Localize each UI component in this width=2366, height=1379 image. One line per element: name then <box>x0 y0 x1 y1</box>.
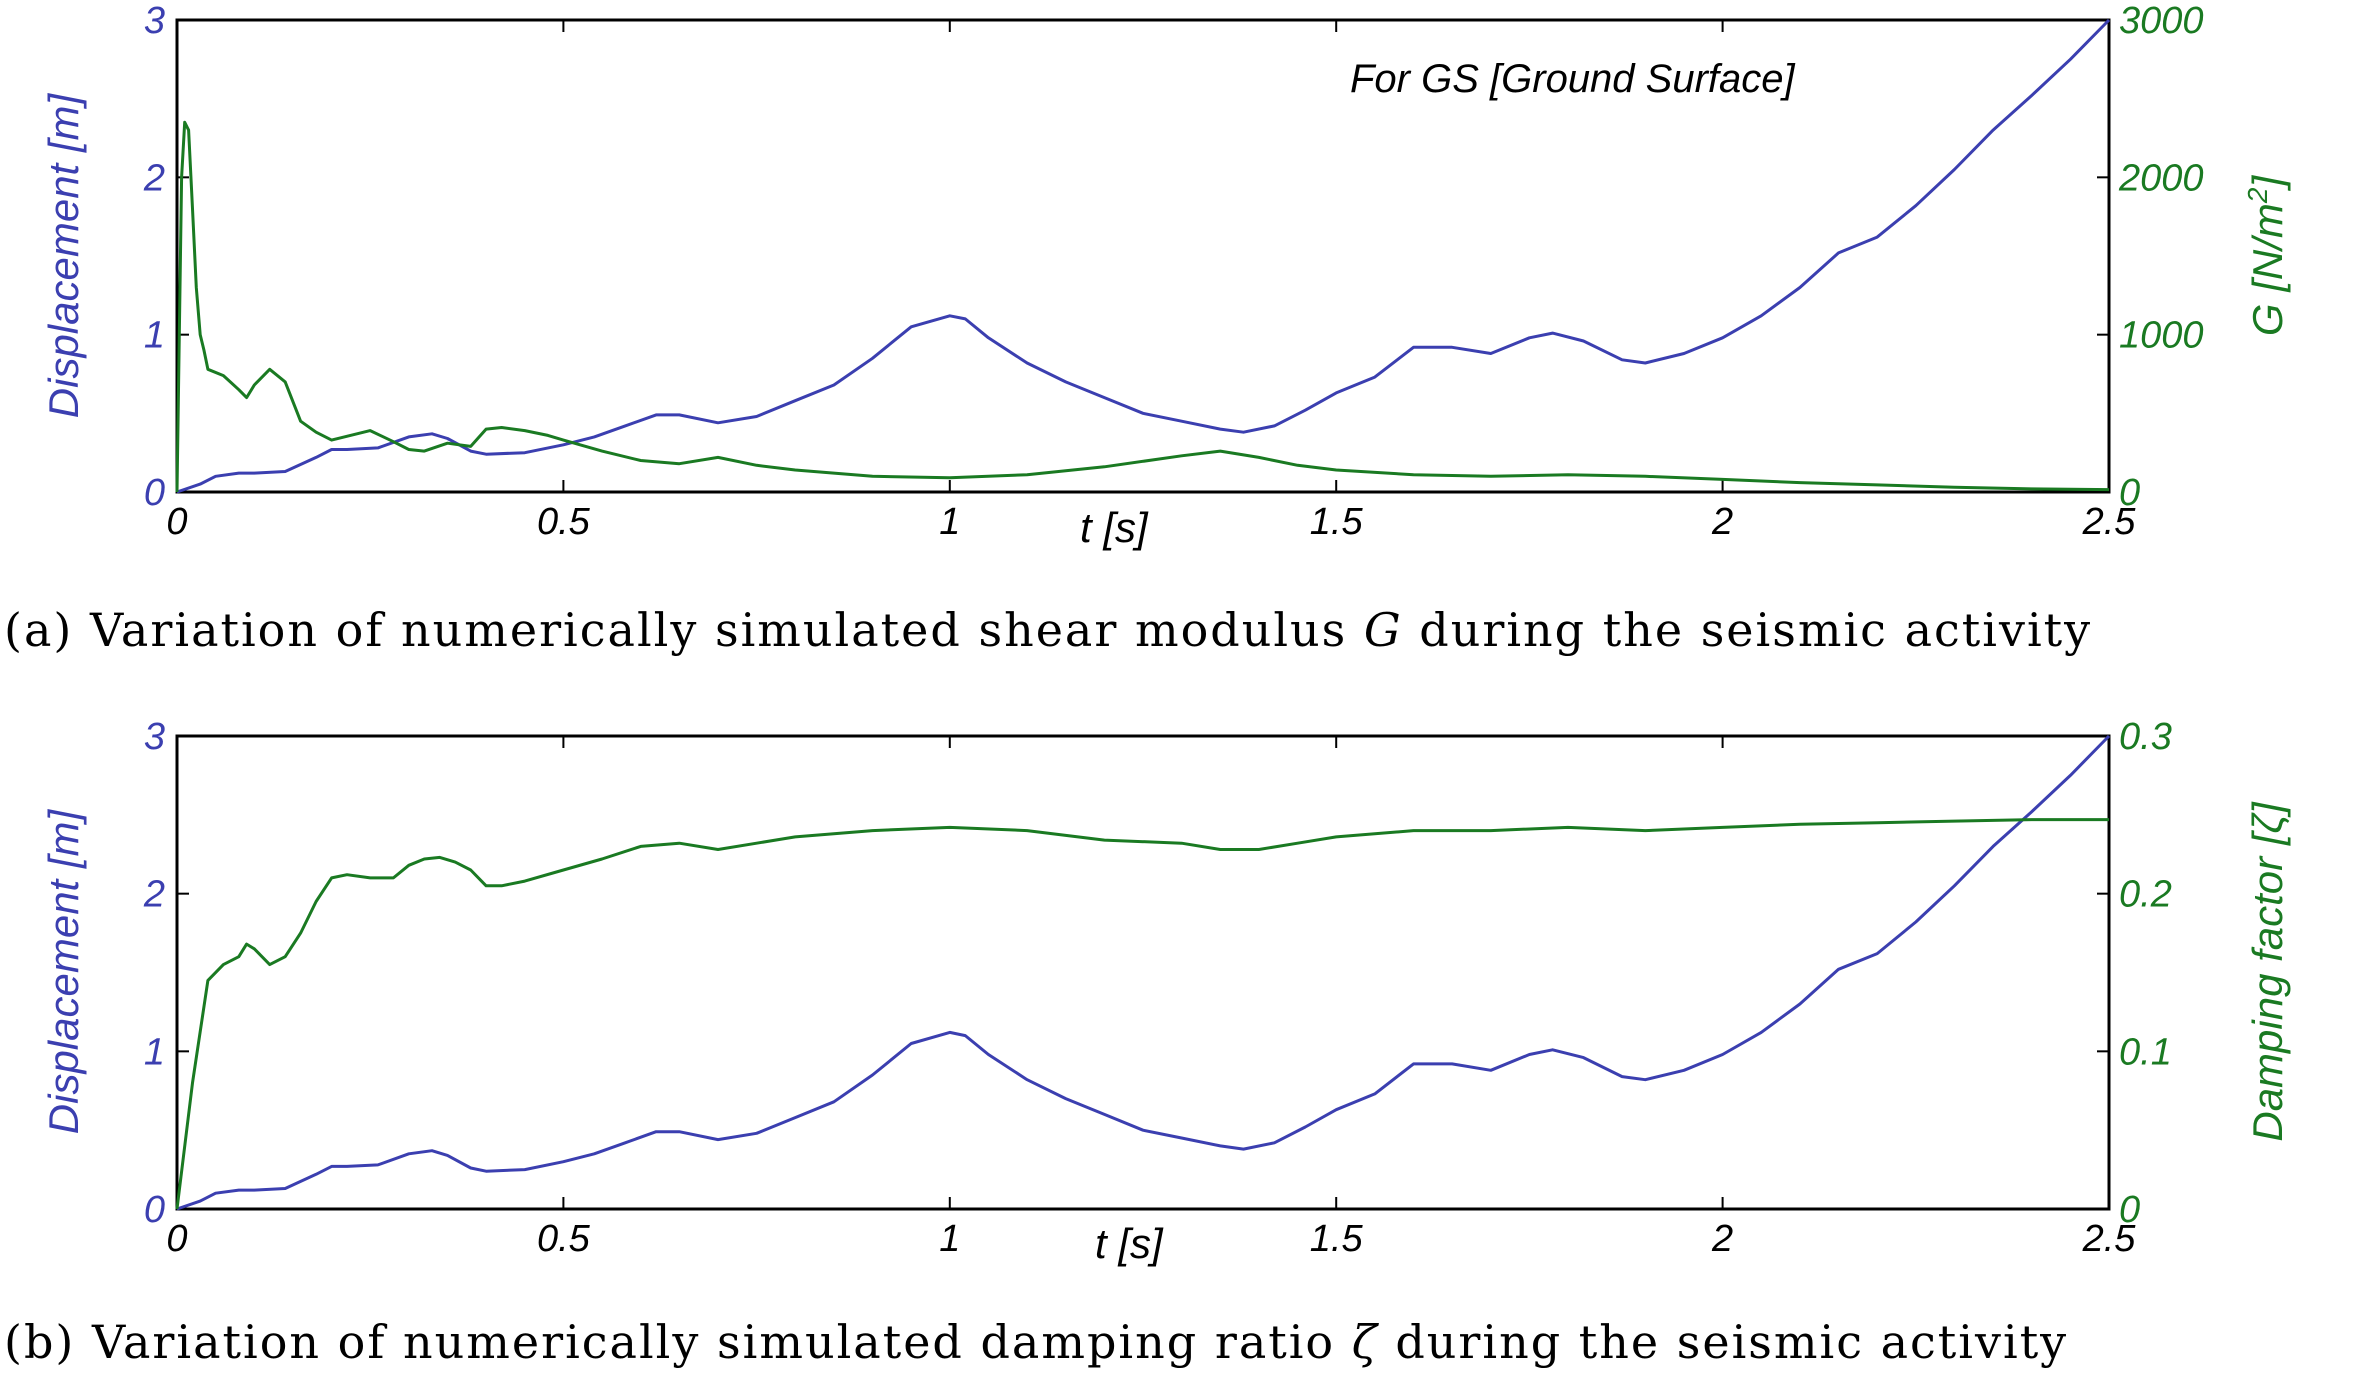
panel-a-left-tick-label: 2 <box>143 157 165 199</box>
panel-b-x-axis-label: t [s] <box>1095 1220 1164 1267</box>
panel-b-caption-prefix: (b) Variation of numerically simulated d… <box>4 1315 1352 1369</box>
panel-a-shear-modulus-line <box>175 120 2110 493</box>
panel-b-right-tick-label: 0.1 <box>2119 1031 2172 1073</box>
panel-a-x-tick-label: 1.5 <box>1310 501 1364 543</box>
panel-b-x-tick-label: 1.5 <box>1310 1218 1364 1260</box>
panel-a-right-axis-label-suffix: ] <box>2244 175 2291 192</box>
panel-a-left-tick-label: 0 <box>144 472 165 514</box>
panel-a-caption-prefix: (a) Variation of numerically simulated s… <box>4 603 1364 657</box>
panel-a-right-tick-label: 3000 <box>2119 0 2204 42</box>
panel-a-right-axis-label-sup: 2 <box>2242 187 2273 204</box>
panel-a-caption-suffix: during the seismic activity <box>1403 603 2092 657</box>
panel-a-caption: (a) Variation of numerically simulated s… <box>4 603 2092 657</box>
panel-a-x-tick-label: 1 <box>939 501 960 543</box>
panel-a-caption-symbol: G <box>1364 603 1403 657</box>
panel-b-right-tick-label: 0.3 <box>2119 716 2172 758</box>
panel-a-right-axis-label: G [N/m2] <box>2242 175 2292 337</box>
panel-a-displacement-line <box>176 18 2111 494</box>
panel-a-right-tick-label: 2000 <box>2118 157 2204 199</box>
panel-b-left-tick-label: 3 <box>144 716 165 758</box>
panel-b-right-axis-label-suffix: ζ] <box>2244 801 2291 833</box>
panel-a-right-tick-label: 1000 <box>2119 315 2204 357</box>
panel-b-left-tick-label: 1 <box>144 1031 165 1073</box>
panel-b-right-tick-label: 0 <box>2119 1189 2140 1231</box>
panel-b-right-axis-label-prefix: Damping factor [ <box>2244 829 2291 1141</box>
panel-b-left-tick-label: 2 <box>143 874 165 916</box>
panel-a-left-tick-label: 3 <box>144 0 165 42</box>
panel-b-right-tick-label: 0.2 <box>2119 874 2172 916</box>
panel-b-x-tick-label: 1 <box>939 1218 960 1260</box>
panel-b-displacement-line <box>176 734 2111 1211</box>
panel-b-caption-symbol: ζ <box>1352 1315 1380 1369</box>
panel-a-x-axis-label: t [s] <box>1080 504 1149 551</box>
panel-b-damping-factor-line <box>175 818 2109 1210</box>
panel-b-caption-suffix: during the seismic activity <box>1379 1315 2068 1369</box>
panel-b-right-axis-label: Damping factor [ζ] <box>2244 801 2291 1142</box>
panel-b-x-tick-label: 0.5 <box>537 1218 591 1260</box>
panel-b-left-tick-label: 0 <box>144 1189 165 1231</box>
panel-a-annotation: For GS [Ground Surface] <box>1350 57 1796 101</box>
panel-a-x-tick-label: 0.5 <box>537 501 591 543</box>
panel-a-left-axis-label[interactable]: Displacement [m] <box>40 92 87 418</box>
panel-b-left-axis-label: Displacement [m] <box>40 808 87 1134</box>
panel-a-right-tick-label: 0 <box>2119 472 2140 514</box>
panel-a-x-tick-label: 2.5 <box>2082 501 2137 543</box>
panel-a-x-tick-label: 2 <box>1711 501 1733 543</box>
panel-b-caption: (b) Variation of numerically simulated d… <box>4 1315 2068 1369</box>
panel-a-x-tick-label: 0 <box>166 501 187 543</box>
panel-b-plot-frame <box>175 734 2111 1211</box>
panel-b-x-tick-label: 2.5 <box>2082 1218 2137 1260</box>
panel-a-right-axis-label-prefix: G [N/m <box>2244 203 2291 336</box>
panel-b-x-tick-label: 2 <box>1711 1218 1733 1260</box>
panel-a-plot-frame <box>175 18 2111 494</box>
panel-a-left-tick-label: 1 <box>144 315 165 357</box>
panel-b-x-tick-label: 0 <box>166 1218 187 1260</box>
